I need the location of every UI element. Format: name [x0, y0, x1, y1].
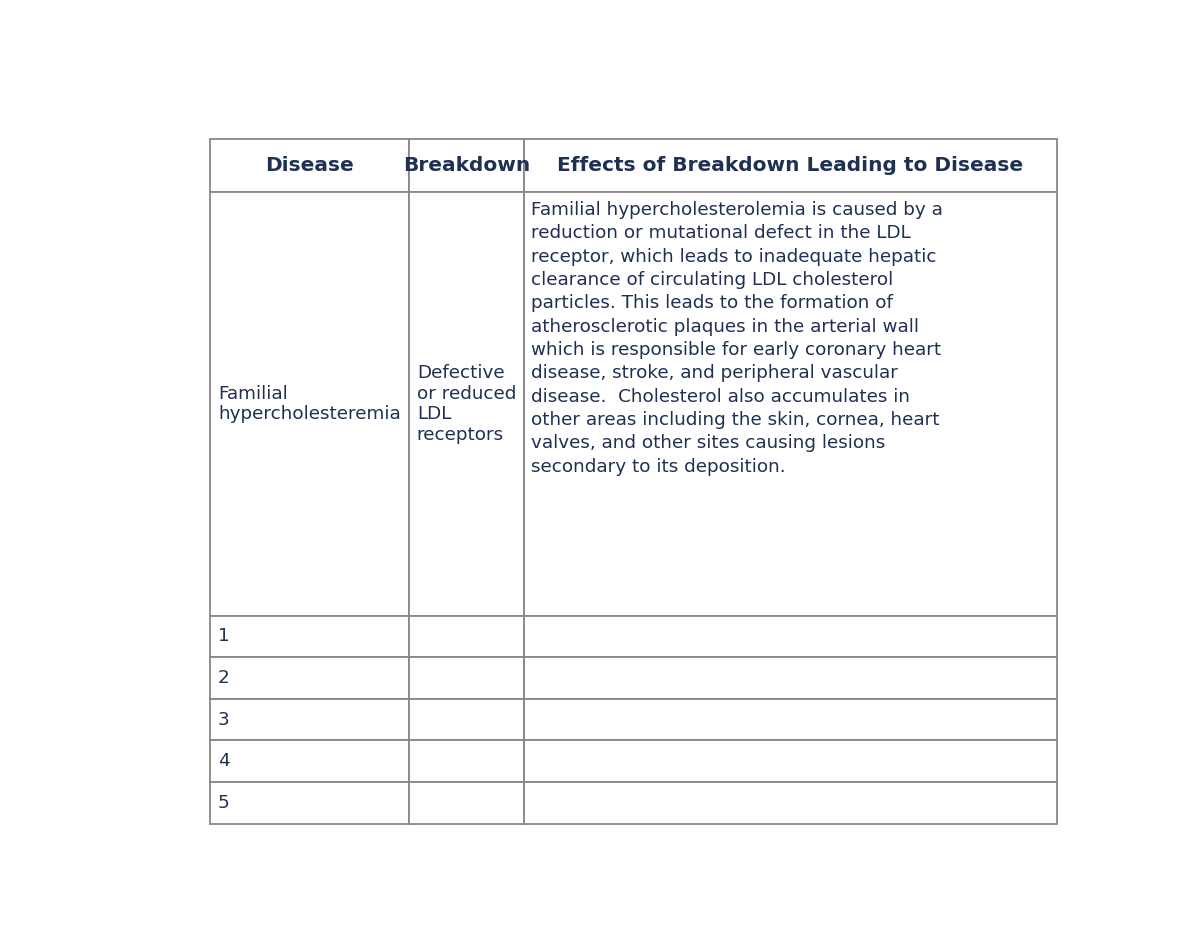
Bar [523, 782, 1057, 824]
Text: 4: 4 [218, 752, 229, 770]
Text: Familial hypercholesterolemia is caused by a
reduction or mutational defect in t: Familial hypercholesterolemia is caused … [532, 201, 943, 476]
Text: 3: 3 [218, 710, 229, 728]
Bar [210, 192, 409, 616]
Bar [523, 657, 1057, 699]
Bar [523, 741, 1057, 782]
Bar [523, 192, 1057, 616]
Bar [210, 657, 409, 699]
Text: Disease: Disease [265, 156, 354, 175]
Bar [210, 699, 409, 741]
Bar [409, 616, 523, 657]
Text: Defective
or reduced
LDL
receptors: Defective or reduced LDL receptors [416, 364, 516, 445]
Bar [210, 741, 409, 782]
Text: Effects of Breakdown Leading to Disease: Effects of Breakdown Leading to Disease [557, 156, 1024, 175]
Bar [409, 192, 523, 616]
Text: Familial
hypercholesteremia: Familial hypercholesteremia [218, 385, 401, 424]
Bar [210, 616, 409, 657]
Bar [409, 741, 523, 782]
Bar [409, 782, 523, 824]
Bar [210, 782, 409, 824]
Bar [523, 616, 1057, 657]
Bar [409, 657, 523, 699]
Bar [210, 139, 409, 192]
Text: 5: 5 [218, 794, 229, 812]
Text: 1: 1 [218, 627, 229, 645]
Bar [523, 139, 1057, 192]
Text: Breakdown: Breakdown [403, 156, 530, 175]
Bar [523, 699, 1057, 741]
Bar [409, 699, 523, 741]
Bar [409, 139, 523, 192]
Text: 2: 2 [218, 669, 229, 687]
